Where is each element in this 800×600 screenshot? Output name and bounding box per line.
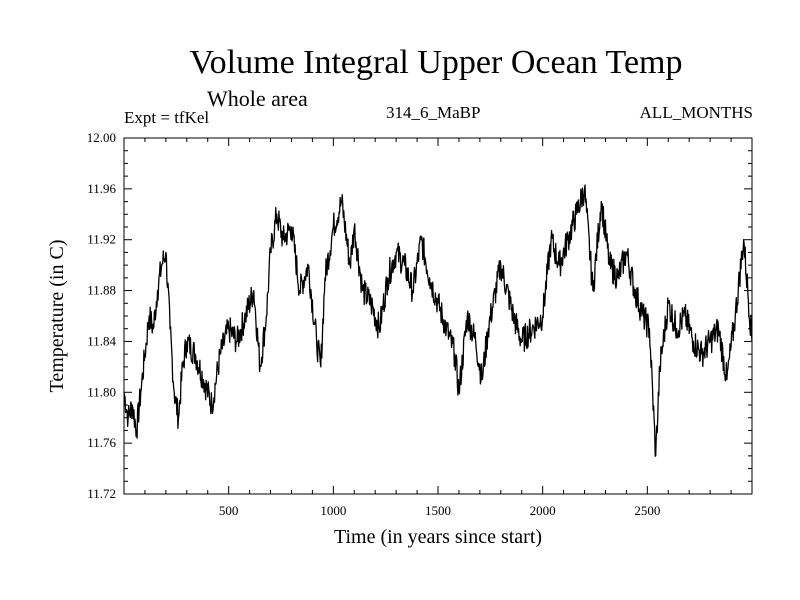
x-axis: 500 1000 1500 2000 2500 (144, 138, 732, 518)
y-tick-label: 11.96 (87, 181, 116, 196)
x-tick-label: 2000 (530, 503, 556, 518)
plot-frame (123, 137, 753, 495)
chart-subtitle: Whole area (207, 86, 308, 111)
x-tick-label: 1000 (320, 503, 346, 518)
y-tick-label: 11.76 (87, 435, 116, 450)
experiment-label: Expt = tfKel (124, 108, 210, 127)
x-tick-label: 2500 (634, 503, 660, 518)
y-tick-label: 12.00 (87, 130, 116, 145)
y-tick-label: 11.80 (87, 384, 116, 399)
y-tick-label: 11.92 (87, 232, 116, 247)
y-axis-title: Temperature (in C) (46, 240, 68, 393)
run-id-label: 314_6_MaBP (386, 103, 481, 122)
months-label: ALL_MONTHS (639, 103, 753, 122)
temperature-series-line (123, 184, 753, 457)
x-tick-label: 500 (219, 503, 239, 518)
x-tick-label: 1500 (425, 503, 451, 518)
y-tick-label: 11.84 (87, 333, 116, 348)
series-layer (123, 184, 753, 457)
chart-title: Volume Integral Upper Ocean Temp (189, 44, 683, 81)
y-tick-label: 11.88 (87, 283, 116, 298)
y-axis: 11.72 11.76 11.80 11.84 11.88 11.92 11.96 12.00 (87, 130, 752, 501)
y-tick-label: 11.72 (87, 486, 116, 501)
x-axis-title: Time (in years since start) (334, 526, 542, 548)
